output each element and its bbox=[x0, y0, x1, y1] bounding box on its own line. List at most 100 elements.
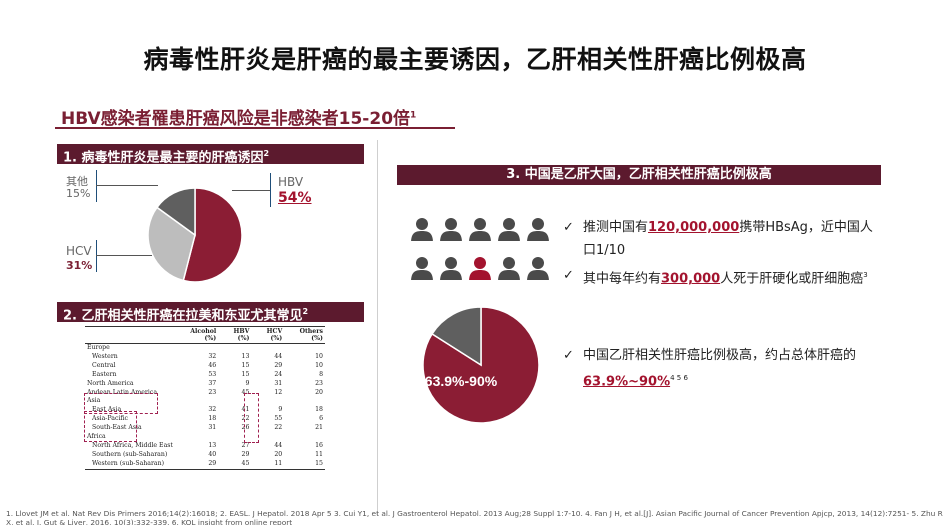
table-cell: 44 bbox=[274, 441, 283, 449]
table-cell: 21 bbox=[315, 424, 323, 432]
table-cell: Central bbox=[92, 361, 116, 369]
person-icon bbox=[411, 218, 433, 241]
hcv-label: HCV bbox=[66, 244, 92, 258]
table-row: North Africa, Middle East 13 27 44 16 bbox=[85, 442, 325, 451]
bullet-hbsag-number: 120,000,000 bbox=[648, 220, 740, 235]
table-cell: 15 bbox=[284, 459, 325, 470]
table-cell: 24 bbox=[274, 370, 283, 378]
table-cell: 31 bbox=[274, 379, 283, 387]
table-row: East Asia 32 41 9 18 bbox=[85, 406, 325, 415]
table-cell: 15 bbox=[241, 361, 250, 369]
table-cell: 31 bbox=[208, 424, 217, 432]
table-cell: 45 bbox=[241, 388, 250, 396]
table-cell bbox=[284, 344, 325, 353]
table-cell: 41 bbox=[241, 406, 250, 414]
highlight-box-andean bbox=[84, 393, 158, 414]
table-row: Europe bbox=[85, 344, 325, 353]
table-body: Europe Western 32 13 44 10 Central 46 15 29 10 East… bbox=[85, 344, 325, 470]
table-cell: 16 bbox=[315, 441, 323, 449]
table-cell: 22 bbox=[274, 424, 283, 432]
hbv-leader bbox=[270, 173, 271, 207]
table-header-row: Alcohol (%) HBV (%) HCV (%) Others (%) bbox=[85, 326, 325, 344]
table-cell: 45 bbox=[218, 459, 252, 470]
person-icon bbox=[440, 218, 462, 241]
section2-header-text: 2. 乙肝相关性肝癌在拉美和东亚尤其常见 bbox=[63, 308, 303, 322]
table-cell: 46 bbox=[208, 361, 217, 369]
table-cell: 13 bbox=[241, 352, 250, 360]
table-cell: 32 bbox=[208, 406, 217, 414]
bullet-ratio-text: 中国乙肝相关性肝癌比例极高，约占总体肝癌的 63.9%~90%4 5 6 bbox=[583, 344, 881, 393]
table-cell: 11 bbox=[251, 459, 285, 470]
bullet-hbsag-text: 推测中国有120,000,000携带HBsAg，近中国人口1/10 bbox=[583, 216, 881, 262]
table-cell bbox=[284, 397, 325, 406]
bullet-ratio-number: 63.9%~90% bbox=[583, 374, 671, 390]
pie-slice-other bbox=[430, 306, 482, 367]
person-icon bbox=[527, 257, 549, 280]
others-pct: 15% bbox=[66, 187, 91, 200]
check-icon: ✓ bbox=[563, 348, 574, 363]
table-cell: Western (sub-Saharan) bbox=[85, 459, 175, 470]
table-cell bbox=[284, 433, 325, 442]
table-cell: 26 bbox=[241, 424, 250, 432]
bullet-hbsag-post: 携带HBsAg，近中国人口1/10 bbox=[583, 220, 873, 258]
table-cell bbox=[175, 344, 218, 353]
table-cell: 44 bbox=[274, 352, 283, 360]
risk-subheading-ref: 1 bbox=[410, 110, 417, 121]
pie-slice-hcv bbox=[147, 206, 196, 282]
person-icon bbox=[469, 218, 491, 241]
highlight-box-hbv-column bbox=[244, 393, 259, 443]
pie-slice-hbv bbox=[182, 187, 243, 283]
table-header-cell: Alcohol (%) bbox=[174, 326, 219, 344]
table-cell: 12 bbox=[274, 388, 283, 396]
bullet-ratio-ref: 4 5 6 bbox=[670, 374, 688, 382]
section1-header-text: 1. 病毒性肝炎是最主要的肝癌诱因 bbox=[63, 150, 264, 164]
bullet-deaths: ✓ 其中每年约有300,000人死于肝硬化或肝细胞癌3 bbox=[563, 264, 881, 290]
table-cell: Andean Latin America bbox=[87, 388, 158, 396]
table-cell: 18 bbox=[315, 406, 323, 414]
table-row: South-East Asia 31 26 22 21 bbox=[85, 424, 325, 433]
table-row: Andean Latin America 23 45 12 20 bbox=[85, 389, 325, 398]
table-cell: Southern (sub-Saharan) bbox=[92, 450, 168, 458]
check-icon: ✓ bbox=[563, 268, 574, 283]
hbv-leader-line bbox=[232, 190, 270, 191]
table-row: Western 32 13 44 10 bbox=[85, 353, 325, 362]
table-header-cell bbox=[85, 326, 175, 344]
table-cell: 29 bbox=[274, 361, 283, 369]
table-cell bbox=[175, 397, 218, 406]
table-cell: 15 bbox=[241, 370, 250, 378]
bullet-deaths-pre: 其中每年约有 bbox=[583, 271, 662, 287]
table-cell bbox=[218, 344, 251, 353]
table-cell: South-East Asia bbox=[92, 424, 142, 432]
table-cell: North Africa, Middle East bbox=[92, 441, 173, 449]
table-cell: 10 bbox=[315, 352, 323, 360]
person-icon-highlighted bbox=[469, 257, 491, 280]
risk-subheading-text: HBV感染者罹患肝癌风险是非感染者15-20倍 bbox=[61, 109, 411, 129]
table-header-cell: Others (%) bbox=[284, 326, 325, 344]
table-cell: Europe bbox=[87, 344, 110, 351]
table-cell: 13 bbox=[208, 441, 217, 449]
table-cell: 8 bbox=[319, 370, 323, 378]
table-cell: Africa bbox=[87, 433, 106, 441]
others-leader-line bbox=[96, 185, 158, 186]
table-cell: 18 bbox=[208, 415, 217, 423]
table-cell: 37 bbox=[208, 379, 217, 387]
etiology-pie-chart bbox=[147, 187, 243, 283]
page-title: 病毒性肝炎是肝癌的最主要诱因，乙肝相关性肝癌比例极高 bbox=[143, 45, 807, 74]
bullet-deaths-text: 其中每年约有300,000人死于肝硬化或肝细胞癌3 bbox=[583, 264, 881, 290]
table-header-cell: HCV (%) bbox=[251, 326, 285, 344]
table-row: North America 37 9 31 23 bbox=[85, 380, 325, 389]
check-icon: ✓ bbox=[563, 220, 574, 235]
table-cell: 23 bbox=[315, 379, 323, 387]
table-cell: North America bbox=[87, 379, 134, 387]
bullet-deaths-post: 人死于肝硬化或肝细胞癌 bbox=[720, 271, 864, 287]
table-cell: 20 bbox=[274, 450, 283, 458]
table-cell: 20 bbox=[315, 388, 323, 396]
section2-header: 2. 乙肝相关性肝癌在拉美和东亚尤其常见2 bbox=[57, 302, 364, 322]
table-cell: 27 bbox=[241, 441, 250, 449]
hcv-leader bbox=[96, 240, 97, 272]
table-cell: Asia-Pacific bbox=[92, 415, 129, 423]
table-cell: 11 bbox=[315, 450, 323, 458]
table-row: Asia bbox=[85, 397, 325, 406]
person-icon bbox=[411, 257, 433, 280]
section1-header-ref: 2 bbox=[263, 149, 270, 158]
